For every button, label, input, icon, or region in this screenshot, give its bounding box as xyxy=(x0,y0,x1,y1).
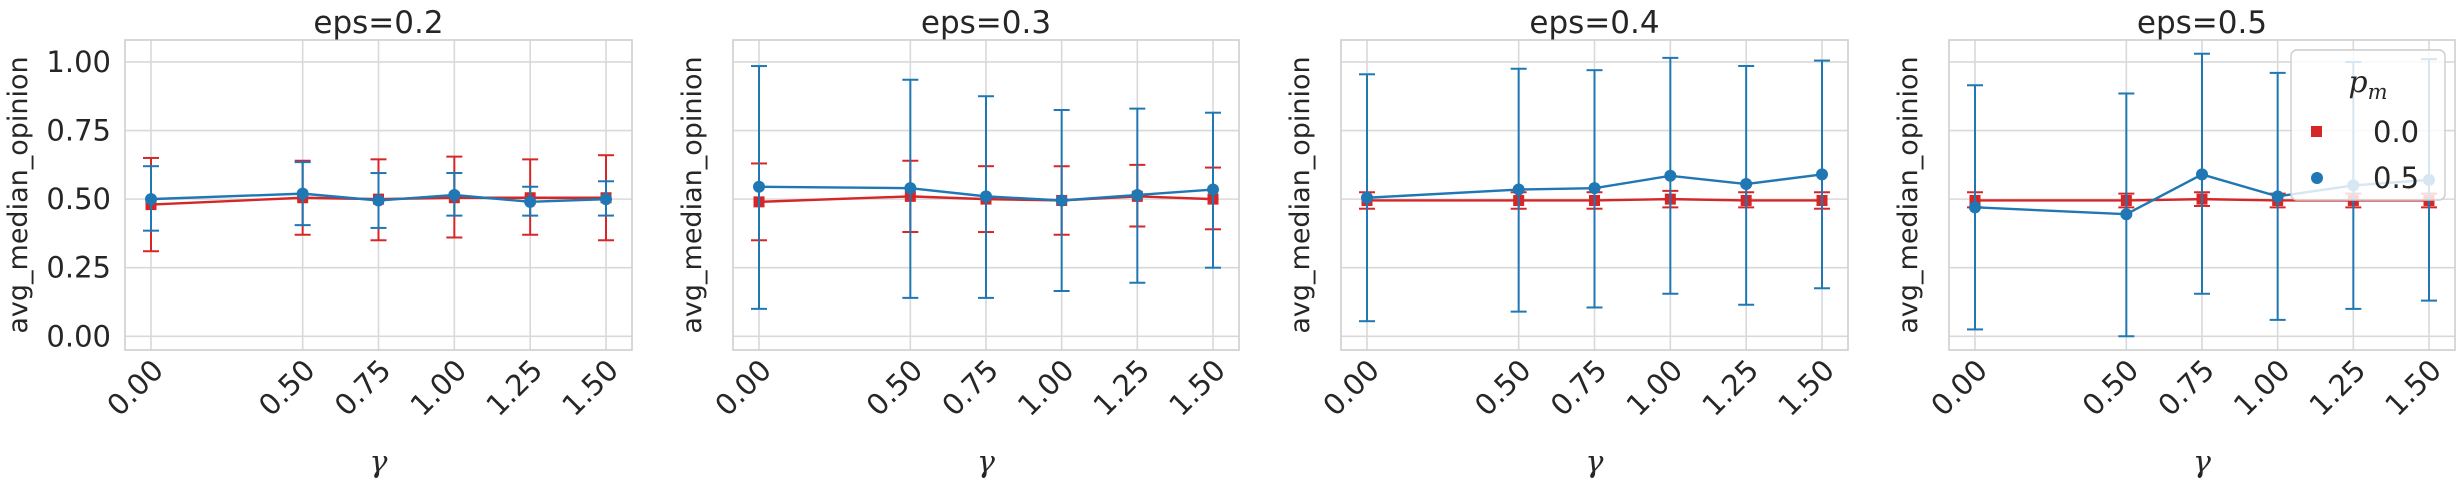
x-tick-label: 0.75 xyxy=(1544,353,1614,423)
x-tick-label: 1.25 xyxy=(479,353,549,423)
data-point xyxy=(1588,182,1601,195)
data-point xyxy=(1131,189,1144,201)
y-axis-label: avg_median_opinion xyxy=(677,56,708,333)
x-axis-label: γ xyxy=(1586,445,1604,480)
legend-box xyxy=(2290,49,2446,201)
data-point xyxy=(600,193,612,206)
x-tick-label: 0.00 xyxy=(1316,353,1386,423)
x-tick-label: 0.75 xyxy=(935,353,1005,423)
legend-label: 0.0 xyxy=(2373,115,2419,149)
data-point xyxy=(2120,208,2133,221)
x-tick-label: 1.25 xyxy=(1695,353,1765,423)
x-axis-label: γ xyxy=(977,445,995,480)
y-tick-label: 0.25 xyxy=(46,251,111,285)
axes-frame xyxy=(124,39,633,351)
x-tick-label: 1.50 xyxy=(2378,353,2448,423)
x-tick-label: 1.50 xyxy=(555,353,625,423)
series-pm-0-5 xyxy=(751,65,1221,310)
y-tick-label: 0.50 xyxy=(46,182,111,216)
series-line xyxy=(1366,173,1823,199)
axes-frame xyxy=(732,39,1240,351)
x-tick-label: 1.25 xyxy=(1087,353,1157,423)
legend-marker-square xyxy=(2311,126,2322,137)
x-tick-label: 0.00 xyxy=(1924,353,1994,423)
x-tick-label: 1.25 xyxy=(2303,353,2373,423)
data-point xyxy=(1740,178,1753,191)
series-line xyxy=(758,195,1214,204)
panel-title: eps=0.2 xyxy=(313,5,443,41)
x-tick-label: 0.50 xyxy=(1468,353,1538,423)
data-point xyxy=(1664,169,1677,182)
data-point xyxy=(1512,183,1525,196)
series-line xyxy=(150,192,607,204)
x-tick-label: 1.50 xyxy=(1771,353,1841,423)
data-point xyxy=(2196,168,2208,181)
x-tick-label: 0.50 xyxy=(2076,353,2146,423)
data-point xyxy=(448,189,461,201)
series-pm-0-5 xyxy=(1359,56,1830,323)
x-tick-label: 0.00 xyxy=(708,353,778,423)
data-point xyxy=(372,194,385,207)
y-axis-label: avg_median_opinion xyxy=(1285,56,1316,333)
x-tick-label: 1.00 xyxy=(404,353,474,423)
legend-marker-circle xyxy=(2311,172,2323,184)
data-point xyxy=(904,182,917,195)
x-tick-label: 0.75 xyxy=(328,353,398,423)
panel-title: eps=0.5 xyxy=(2137,5,2267,41)
x-axis-label: γ xyxy=(2193,445,2211,480)
panel-1: eps=0.2avg_median_opinionγ0.000.250.500.… xyxy=(3,5,633,480)
series-pm-0-5 xyxy=(143,161,614,232)
x-axis-label: γ xyxy=(370,445,388,480)
legend-title: pm xyxy=(2348,65,2387,104)
y-axis-label: avg_median_opinion xyxy=(3,56,34,333)
y-tick-label: 1.00 xyxy=(46,45,111,79)
x-tick-label: 1.00 xyxy=(2227,353,2297,423)
x-tick-label: 0.75 xyxy=(2151,353,2221,423)
data-point xyxy=(753,180,765,193)
data-point xyxy=(145,193,157,206)
data-point xyxy=(1816,168,1828,181)
x-tick-label: 0.50 xyxy=(860,353,930,423)
x-tick-label: 1.00 xyxy=(1011,353,1081,423)
data-point xyxy=(296,187,309,200)
y-axis-label: avg_median_opinion xyxy=(1893,56,1924,333)
data-point xyxy=(524,195,537,208)
data-point xyxy=(2271,190,2284,203)
data-point xyxy=(1055,194,1068,207)
x-tick-label: 1.00 xyxy=(1620,353,1690,423)
legend: pm 0.0 0.5 xyxy=(2290,49,2446,201)
data-point xyxy=(1361,191,1373,204)
data-point xyxy=(1207,183,1219,196)
data-point xyxy=(980,190,992,203)
x-tick-label: 0.50 xyxy=(252,353,322,423)
y-tick-label: 0.75 xyxy=(46,114,111,148)
legend-label: 0.5 xyxy=(2373,161,2419,195)
data-point xyxy=(1969,201,1981,214)
axes-frame xyxy=(1948,39,2456,351)
panel-title: eps=0.3 xyxy=(921,5,1051,41)
x-tick-label: 0.00 xyxy=(100,353,170,423)
panel-title: eps=0.4 xyxy=(1529,5,1659,41)
axes-frame xyxy=(1340,39,1849,351)
series-line xyxy=(1367,197,1822,202)
y-tick-label: 0.00 xyxy=(46,319,111,353)
x-tick-label: 1.50 xyxy=(1162,353,1232,423)
series-line xyxy=(758,185,1214,202)
